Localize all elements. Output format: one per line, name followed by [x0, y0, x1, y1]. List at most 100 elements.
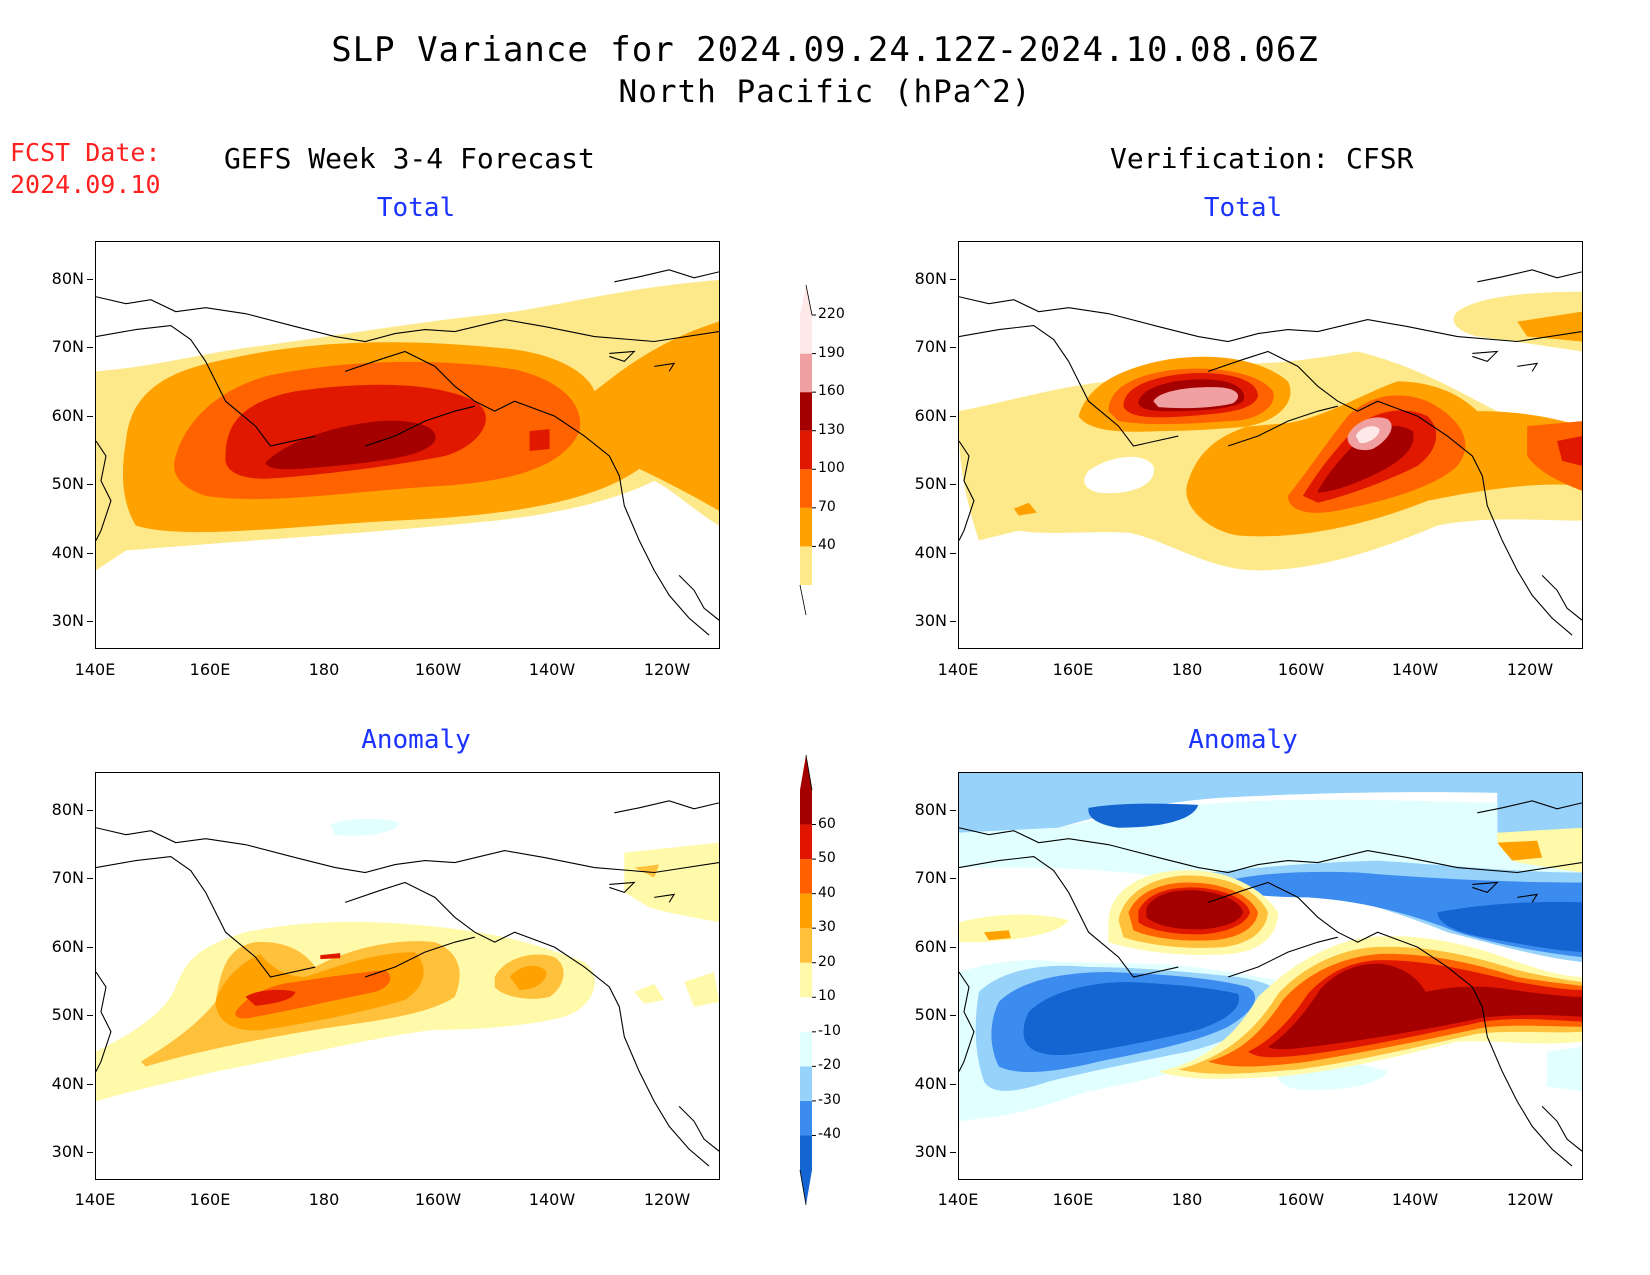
colorbar-level-label: 60 — [818, 815, 836, 832]
colorbar-level-label: 40 — [818, 537, 836, 554]
lat-tick-label: 60N — [40, 406, 93, 425]
lat-tick-label: 80N — [903, 269, 956, 288]
lat-tick-label: 30N — [40, 611, 93, 630]
colorbar-level-label: 160 — [818, 383, 845, 400]
lon-tick-label: 160W — [414, 660, 462, 679]
colorbar-level-label: -10 — [818, 1022, 841, 1039]
colorbar-swatch — [800, 928, 812, 963]
lat-tick-label: 80N — [903, 800, 956, 819]
lat-tick-label: 70N — [40, 337, 93, 356]
lat-tick-label: 40N — [903, 543, 956, 562]
colorbar-anomaly-swatches — [799, 755, 816, 1205]
column-title-verification: Verification: CFSR — [1110, 142, 1414, 175]
lon-tick-label: 180 — [308, 660, 340, 679]
lon-tick-label: 180 — [1171, 660, 1203, 679]
lat-tick-label: 70N — [40, 868, 93, 887]
panel-title-total-forecast: Total — [376, 193, 456, 223]
lat-tick-label: 40N — [903, 1074, 956, 1093]
figure-title: SLP Variance for 2024.09.24.12Z-2024.10.… — [331, 30, 1319, 70]
lat-tick-label: 70N — [903, 337, 956, 356]
colorbar-level-label: 100 — [818, 460, 845, 477]
lat-tick-label: 50N — [903, 1005, 956, 1024]
lat-tick-label: 40N — [40, 1074, 93, 1093]
lon-tick-label: 140E — [74, 660, 116, 679]
figure-subtitle: North Pacific (hPa^2) — [618, 74, 1032, 110]
lon-tick-label: 160E — [189, 660, 231, 679]
colorbar-swatch — [800, 469, 812, 508]
map-panel-forecast-total — [95, 241, 720, 649]
forecast-date-value: 2024.09.10 — [10, 170, 161, 199]
colorbar-level-label: -20 — [818, 1057, 841, 1074]
colorbar-level-label: 70 — [818, 498, 836, 515]
colorbar-swatch — [800, 546, 812, 585]
lon-tick-label: 160W — [1277, 1190, 1325, 1209]
colorbar-swatch — [800, 1031, 812, 1067]
colorbar-swatch — [800, 755, 812, 825]
colorbar-level-label: -30 — [818, 1091, 841, 1108]
colorbar-swatch — [800, 824, 812, 860]
colorbar-level-label: 220 — [818, 306, 845, 322]
lat-tick-label: 70N — [903, 868, 956, 887]
lat-tick-label: 50N — [40, 1005, 93, 1024]
lat-tick-label: 30N — [903, 611, 956, 630]
map-panel-verification-anomaly — [958, 772, 1583, 1180]
lat-tick-label: 50N — [40, 474, 93, 493]
colorbar-total-swatches — [799, 285, 816, 615]
lon-tick-label: 180 — [1171, 1190, 1203, 1209]
forecast-date-label: FCST Date: — [10, 138, 161, 167]
colorbar-level-label: 50 — [818, 850, 836, 867]
colorbar-swatch — [800, 392, 812, 431]
lon-tick-label: 120W — [1506, 1190, 1554, 1209]
lon-tick-label: 160W — [414, 1190, 462, 1209]
colorbar-level-label: 190 — [818, 344, 845, 361]
panel-title-total-verification: Total — [1203, 193, 1283, 223]
lon-tick-label: 140W — [1391, 660, 1439, 679]
lon-tick-label: 120W — [1506, 660, 1554, 679]
lon-tick-label: 160W — [1277, 660, 1325, 679]
lon-tick-label: 160E — [189, 1190, 231, 1209]
colorbar-swatch — [800, 1135, 812, 1205]
lat-tick-label: 80N — [40, 800, 93, 819]
lat-tick-label: 60N — [903, 937, 956, 956]
lon-tick-label: 160E — [1052, 660, 1094, 679]
lat-tick-label: 60N — [903, 406, 956, 425]
lon-tick-label: 140W — [528, 1190, 576, 1209]
colorbar-swatch — [800, 430, 812, 470]
lat-tick-label: 30N — [903, 1142, 956, 1161]
lon-tick-label: 140W — [1391, 1190, 1439, 1209]
lat-tick-label: 60N — [40, 937, 93, 956]
colorbar-swatch — [800, 997, 812, 1032]
colorbar-swatch — [800, 1066, 812, 1101]
lat-tick-label: 30N — [40, 1142, 93, 1161]
lon-tick-label: 140E — [74, 1190, 116, 1209]
lon-tick-label: 140W — [528, 660, 576, 679]
colorbar-level-label: 30 — [818, 919, 836, 936]
colorbar-swatch — [800, 507, 812, 547]
colorbar-outline — [799, 755, 813, 1205]
colorbar-level-label: 10 — [818, 988, 836, 1005]
lon-tick-label: 160E — [1052, 1190, 1094, 1209]
colorbar-swatch — [800, 859, 812, 894]
colorbar-swatch — [800, 962, 812, 998]
lon-tick-label: 140E — [937, 660, 979, 679]
colorbar-level-label: 130 — [818, 421, 845, 438]
colorbar-level-label: 20 — [818, 953, 836, 970]
colorbar-swatch — [800, 1100, 812, 1136]
map-panel-forecast-anomaly — [95, 772, 720, 1180]
lon-tick-label: 120W — [643, 660, 691, 679]
map-panel-verification-total — [958, 241, 1583, 649]
colorbar-swatch — [800, 353, 812, 393]
lon-tick-label: 120W — [643, 1190, 691, 1209]
colorbar-outline — [799, 285, 813, 615]
panel-title-anomaly-forecast: Anomaly — [361, 725, 471, 755]
colorbar-swatch — [800, 893, 812, 929]
colorbar-level-label: -40 — [818, 1126, 841, 1143]
lat-tick-label: 50N — [903, 474, 956, 493]
column-title-forecast: GEFS Week 3-4 Forecast — [224, 142, 595, 175]
colorbar-swatch — [800, 285, 812, 354]
colorbar-level-label: 40 — [818, 884, 836, 901]
lon-tick-label: 180 — [308, 1190, 340, 1209]
lat-tick-label: 80N — [40, 269, 93, 288]
lon-tick-label: 140E — [937, 1190, 979, 1209]
panel-title-anomaly-verification: Anomaly — [1188, 725, 1298, 755]
